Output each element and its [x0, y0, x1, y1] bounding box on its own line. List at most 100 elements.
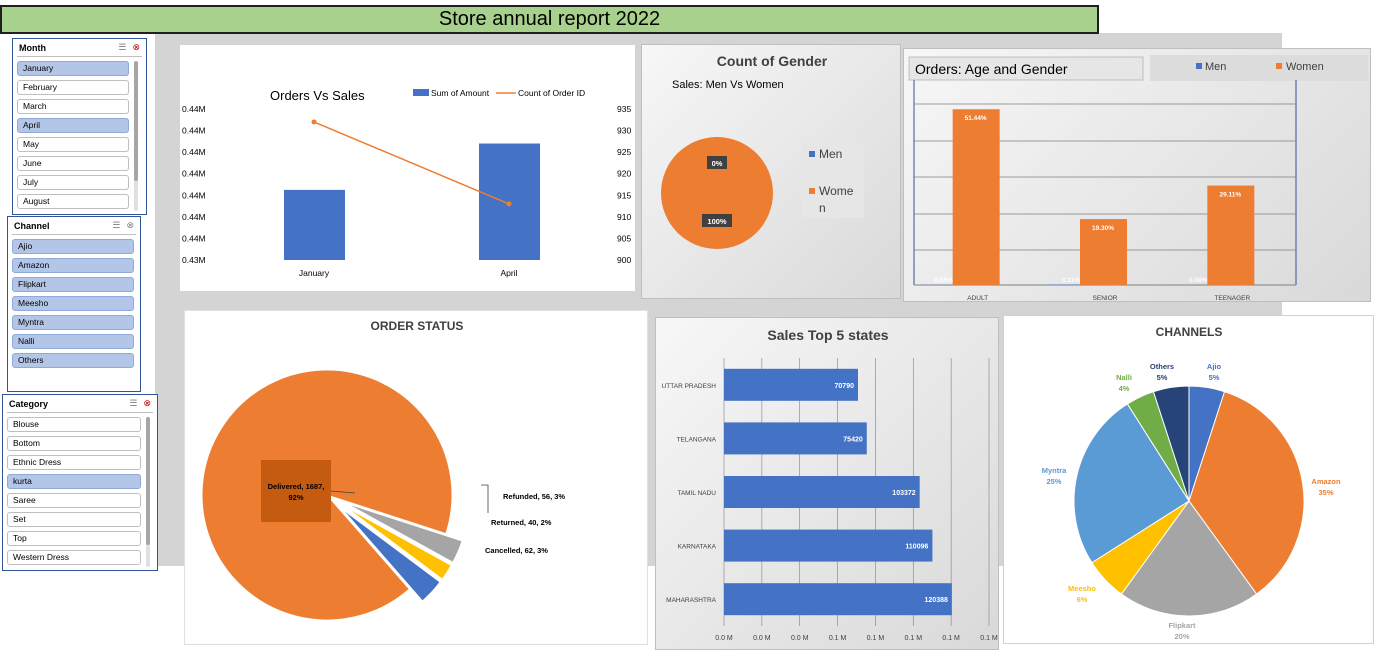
x-tick-label: 0.1 M [905, 635, 923, 642]
slicer-item-february[interactable]: February [17, 80, 129, 95]
slicer-item-meesho[interactable]: Meesho [12, 296, 134, 311]
data-label-refunded: Refunded, 56, 3% [503, 492, 565, 501]
chart-title: CHANNELS [1156, 325, 1223, 339]
data-label-senior-women: 19.30% [1092, 225, 1114, 232]
slicer-item-august[interactable]: August [17, 194, 129, 209]
channel-slicer-title: Channel [14, 221, 50, 231]
slicer-item-nalli[interactable]: Nalli [12, 334, 134, 349]
data-label-meesho: Meesho [1068, 584, 1096, 593]
slicer-item-set[interactable]: Set [7, 512, 141, 527]
bar-maharashtra [724, 583, 952, 615]
left-tick-label: 0.44M [182, 126, 206, 136]
legend-label-count-of-order-id: Count of Order ID [518, 88, 585, 98]
x-tick-label-teenager: TEENAGER [1214, 295, 1250, 302]
chart-subtitle: Sales: Men Vs Women [672, 79, 784, 91]
right-tick-label: 930 [617, 126, 631, 136]
slicer-item-top[interactable]: Top [7, 531, 141, 546]
slicer-item-april[interactable]: April [17, 118, 129, 133]
month-slicer-title: Month [19, 43, 46, 53]
legend-swatch-men [809, 151, 815, 157]
slicer-item-amazon[interactable]: Amazon [12, 258, 134, 273]
slicer-item-flipkart[interactable]: Flipkart [12, 277, 134, 292]
leader-line-refunded [481, 485, 488, 513]
data-label-percent-ajio: 5% [1209, 373, 1220, 382]
legend-swatch-sum-of-amount [413, 89, 429, 96]
y-tick-label-telangana: TELANGANA [677, 436, 717, 443]
slicer-item-western-dress[interactable]: Western Dress [7, 550, 141, 565]
category-scrollbar-thumb[interactable] [146, 417, 150, 545]
right-tick-label: 910 [617, 212, 631, 222]
right-tick-label: 935 [617, 104, 631, 114]
left-tick-label: 0.44M [182, 169, 206, 179]
data-label-women: 100% [707, 217, 727, 226]
left-tick-label: 0.43M [182, 255, 206, 265]
slicer-item-july[interactable]: July [17, 175, 129, 190]
slicer-item-myntra[interactable]: Myntra [12, 315, 134, 330]
right-tick-label: 905 [617, 233, 631, 243]
x-tick-label: 0.1 M [867, 635, 885, 642]
slicer-item-blouse[interactable]: Blouse [7, 417, 141, 432]
data-label-tamil-nadu: 103372 [892, 490, 915, 497]
left-tick-label: 0.44M [182, 212, 206, 222]
x-tick-label: 0.1 M [829, 635, 847, 642]
clear-filter-icon[interactable]: ⊗ [132, 42, 140, 52]
slicer-item-january[interactable]: January [17, 61, 129, 76]
legend-label-women: Wome [819, 184, 854, 198]
order-count-point-april [507, 201, 512, 206]
data-label-cancelled: Cancelled, 62, 3% [485, 546, 548, 555]
x-tick-label-adult: ADULT [967, 295, 988, 302]
data-label-delivered: Delivered, 1687, [268, 482, 325, 491]
x-tick-label: 0.0 M [715, 635, 733, 642]
data-label-senior-men: 0.11% [1062, 277, 1080, 284]
slicer-item-kurta[interactable]: kurta [7, 474, 141, 489]
chart-title: Sales Top 5 states [767, 327, 888, 343]
slicer-item-bottom[interactable]: Bottom [7, 436, 141, 451]
slicer-item-ajio[interactable]: Ajio [12, 239, 134, 254]
right-tick-label: 915 [617, 190, 631, 200]
bar-tamil-nadu [724, 476, 920, 508]
right-tick-label: 925 [617, 147, 631, 157]
slicer-item-saree[interactable]: Saree [7, 493, 141, 508]
slicer-item-march[interactable]: March [17, 99, 129, 114]
left-tick-label: 0.44M [182, 147, 206, 157]
legend-label-men: Men [819, 147, 842, 161]
multi-select-icon[interactable]: ☰ [118, 42, 126, 52]
bar-teenager-women [1207, 186, 1254, 285]
pie-slice-women [661, 137, 773, 249]
data-label-percent-others: 5% [1157, 373, 1168, 382]
data-label-amazon: Amazon [1311, 477, 1341, 486]
data-label-percent-flipkart: 20% [1174, 632, 1189, 641]
data-label-delivered-percent: 92% [288, 493, 303, 502]
right-tick-label: 920 [617, 169, 631, 179]
legend-label-men: Men [1205, 61, 1226, 73]
clear-filter-icon[interactable]: ⊗ [143, 398, 151, 408]
clear-filter-icon[interactable]: ⊗ [126, 220, 134, 230]
legend-label-women: Women [1286, 61, 1324, 73]
y-tick-label-maharashtra: MAHARASHTRA [666, 597, 717, 604]
slicer-item-may[interactable]: May [17, 137, 129, 152]
slicer-item-others[interactable]: Others [12, 353, 134, 368]
legend-label-women-wrap: n [819, 201, 826, 215]
data-label-teenager-women: 29.11% [1219, 192, 1241, 199]
legend-label-sum-of-amount: Sum of Amount [431, 88, 490, 98]
report-title: Store annual report 2022 [0, 5, 1099, 34]
x-tick-label-senior: SENIOR [1093, 295, 1118, 302]
slicer-item-ethnic-dress[interactable]: Ethnic Dress [7, 455, 141, 470]
multi-select-icon[interactable]: ☰ [112, 220, 120, 230]
data-label-maharashtra: 120388 [925, 597, 948, 604]
multi-select-icon[interactable]: ☰ [129, 398, 137, 408]
data-label-returned: Returned, 40, 2% [491, 518, 552, 527]
slicer-item-june[interactable]: June [17, 156, 129, 171]
data-label-adult-men: 0.05% [934, 277, 953, 284]
data-label-others: Others [1150, 362, 1174, 371]
month-scrollbar-thumb[interactable] [134, 61, 138, 181]
